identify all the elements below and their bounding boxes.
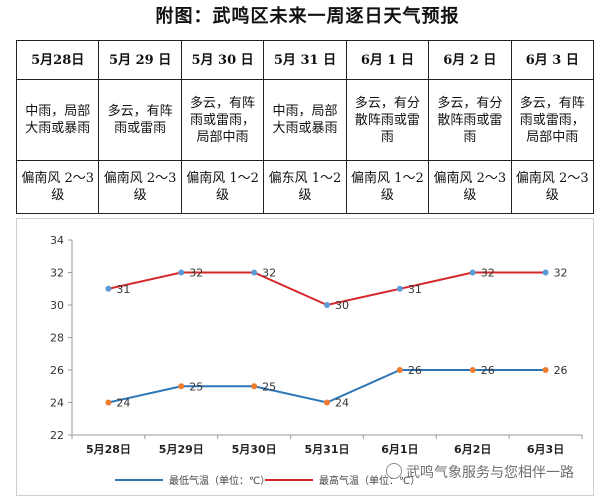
data-label: 32 xyxy=(189,267,203,280)
x-tick-label: 5月29日 xyxy=(159,443,204,456)
data-point xyxy=(324,399,330,406)
data-label: 26 xyxy=(554,364,568,377)
data-point xyxy=(105,399,112,406)
y-tick-label: 34 xyxy=(50,234,64,247)
forecast-wind-row: 偏南风 2～3 级 偏南风 2～3 级 偏南风 1～2 级 偏东风 1～2 级 … xyxy=(15,160,595,214)
temperature-chart-frame xyxy=(16,218,594,496)
forecast-wind-cell: 偏东风 1～2 级 xyxy=(263,160,347,214)
y-tick-label: 30 xyxy=(50,299,64,312)
forecast-date-cell: 6月 3 日 xyxy=(510,40,595,80)
data-point xyxy=(251,269,258,276)
forecast-table: 5月28日 5月 29 日 5月 30 日 5月 31 日 6月 1 日 6月 … xyxy=(15,40,595,214)
watermark-text: 武鸣气象服务与您相伴一路 xyxy=(406,464,574,480)
y-tick-label: 24 xyxy=(50,397,64,410)
forecast-wind-cell: 偏南风 2～3 级 xyxy=(98,160,182,214)
forecast-date-cell: 6月 2 日 xyxy=(428,40,512,80)
page-title: 附图：武鸣区未来一周逐日天气预报 xyxy=(155,6,460,27)
forecast-date-cell: 5月 30 日 xyxy=(180,40,265,80)
y-tick-label: 22 xyxy=(50,429,64,442)
x-tick-label: 6月1日 xyxy=(381,443,418,456)
data-label: 26 xyxy=(481,364,495,377)
forecast-weather-cell: 中雨，局部大雨或暴雨 xyxy=(15,79,100,161)
data-label: 32 xyxy=(481,267,495,280)
watermark: 武鸣气象服务与您相伴一路 xyxy=(386,462,574,482)
data-label: 31 xyxy=(116,283,130,296)
y-tick-label: 32 xyxy=(50,267,64,280)
data-point xyxy=(542,367,549,373)
data-label: 25 xyxy=(262,380,276,393)
data-point xyxy=(324,302,330,308)
data-point xyxy=(178,383,185,390)
forecast-wind-cell: 偏南风 2～3 级 xyxy=(15,160,100,214)
forecast-wind-cell: 偏南风 1～2 级 xyxy=(345,160,430,214)
legend-label: 最低气温（单位：℃） xyxy=(169,474,270,487)
data-point xyxy=(105,285,112,292)
data-point xyxy=(542,269,549,276)
forecast-weather-cell: 多云，有阵雨或雷雨 xyxy=(98,79,182,161)
y-tick-label: 26 xyxy=(50,364,64,377)
forecast-date-cell: 5月 29 日 xyxy=(98,40,182,80)
forecast-weather-cell: 多云，有阵雨或雷雨，局部中雨 xyxy=(510,79,595,161)
data-label: 32 xyxy=(554,267,568,280)
forecast-wind-cell: 偏南风 2～3 级 xyxy=(428,160,512,214)
forecast-date-cell: 5月28日 xyxy=(15,40,100,80)
data-point xyxy=(469,269,476,276)
x-tick-label: 6月3日 xyxy=(527,443,564,456)
data-point xyxy=(178,269,185,276)
x-tick-label: 6月2日 xyxy=(454,443,491,456)
x-tick-label: 5月28日 xyxy=(86,443,131,456)
x-tick-label: 5月31日 xyxy=(305,443,350,456)
forecast-weather-cell: 多云，有阵雨或雷雨，局部中雨 xyxy=(180,79,265,161)
forecast-wind-cell: 偏南风 2～3 级 xyxy=(510,160,595,214)
wechat-icon xyxy=(386,463,402,479)
data-point xyxy=(251,383,258,390)
data-label: 25 xyxy=(189,380,203,393)
forecast-weather-cell: 多云，有分散阵雨或雷雨 xyxy=(428,79,512,161)
forecast-date-row: 5月28日 5月 29 日 5月 30 日 5月 31 日 6月 1 日 6月 … xyxy=(15,40,595,80)
x-tick-label: 5月30日 xyxy=(232,443,277,456)
data-label: 26 xyxy=(408,364,422,377)
data-label: 24 xyxy=(116,397,130,410)
y-tick-label: 28 xyxy=(50,332,64,345)
data-point xyxy=(469,367,476,373)
data-label: 31 xyxy=(408,283,422,296)
data-label: 32 xyxy=(262,267,276,280)
data-point xyxy=(396,285,403,292)
forecast-wind-cell: 偏南风 1～2 级 xyxy=(180,160,265,214)
forecast-date-cell: 5月 31 日 xyxy=(263,40,347,80)
data-point xyxy=(396,367,403,373)
forecast-weather-cell: 中雨，局部大雨或暴雨 xyxy=(263,79,347,161)
data-label: 24 xyxy=(335,397,349,410)
forecast-weather-row: 中雨，局部大雨或暴雨 多云，有阵雨或雷雨 多云，有阵雨或雷雨，局部中雨 中雨，局… xyxy=(15,79,595,161)
data-label: 30 xyxy=(335,299,349,312)
